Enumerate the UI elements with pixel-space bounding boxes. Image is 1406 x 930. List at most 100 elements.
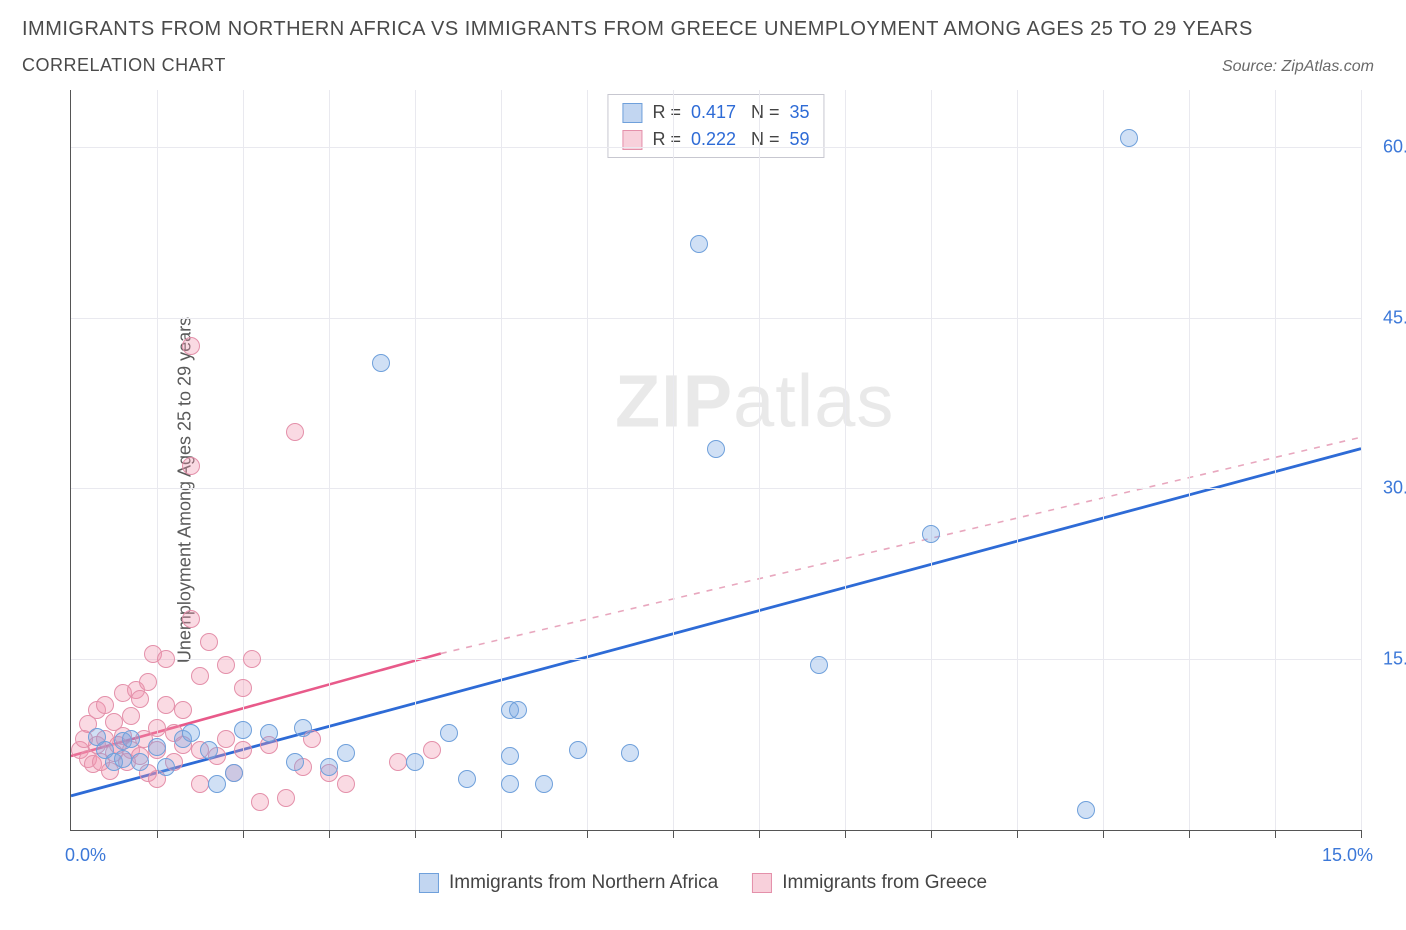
chart-header: IMMIGRANTS FROM NORTHERN AFRICA VS IMMIG…	[0, 0, 1406, 80]
data-point-blue	[458, 770, 476, 788]
watermark-atlas: atlas	[733, 359, 894, 442]
stat-legend: R = 0.417 N = 35 R = 0.222 N = 59	[607, 94, 824, 158]
chart-title: IMMIGRANTS FROM NORTHERN AFRICA VS IMMIG…	[22, 18, 1384, 41]
data-point-blue	[294, 719, 312, 737]
stat-n-label: N =	[746, 99, 780, 126]
stat-n-blue: 35	[790, 99, 810, 126]
legend-label-pink: Immigrants from Greece	[782, 872, 987, 894]
y-tick-label: 60.0%	[1363, 136, 1406, 157]
gridline-v	[1361, 90, 1362, 830]
gridline-v	[1189, 90, 1190, 830]
data-point-pink	[148, 719, 166, 737]
x-tick	[1017, 830, 1018, 838]
x-tick	[329, 830, 330, 838]
data-point-blue	[131, 753, 149, 771]
x-tick	[1361, 830, 1362, 838]
data-point-pink	[217, 730, 235, 748]
series-legend: Immigrants from Northern Africa Immigran…	[419, 872, 987, 894]
data-point-blue	[707, 440, 725, 458]
gridline-h	[71, 318, 1361, 319]
x-tick	[501, 830, 502, 838]
data-point-pink	[337, 775, 355, 793]
data-point-blue	[372, 354, 390, 372]
data-point-blue	[225, 764, 243, 782]
gridline-v	[931, 90, 932, 830]
data-point-blue	[182, 724, 200, 742]
stat-row-pink: R = 0.222 N = 59	[622, 126, 809, 153]
data-point-blue	[260, 724, 278, 742]
data-point-pink	[234, 741, 252, 759]
plot-area: ZIPatlas R = 0.417 N = 35 R = 0.222 N = …	[70, 90, 1361, 831]
data-point-blue	[200, 741, 218, 759]
data-point-blue	[286, 753, 304, 771]
gridline-v	[587, 90, 588, 830]
x-tick	[243, 830, 244, 838]
data-point-blue	[501, 747, 519, 765]
data-point-pink	[286, 423, 304, 441]
data-point-blue	[406, 753, 424, 771]
gridline-v	[243, 90, 244, 830]
data-point-blue	[114, 750, 132, 768]
gridline-h	[71, 488, 1361, 489]
stat-r-label: R =	[652, 126, 681, 153]
data-point-pink	[131, 690, 149, 708]
data-point-pink	[191, 667, 209, 685]
x-tick	[845, 830, 846, 838]
trend-line	[441, 437, 1361, 653]
x-tick	[759, 830, 760, 838]
data-point-blue	[621, 744, 639, 762]
gridline-v	[1275, 90, 1276, 830]
chart-area: Unemployment Among Ages 25 to 29 years Z…	[0, 80, 1406, 900]
data-point-blue	[810, 656, 828, 674]
data-point-pink	[251, 793, 269, 811]
data-point-pink	[122, 707, 140, 725]
gridline-h	[71, 659, 1361, 660]
data-point-pink	[157, 696, 175, 714]
data-point-blue	[569, 741, 587, 759]
y-tick-label: 30.0%	[1363, 478, 1406, 499]
data-point-pink	[139, 673, 157, 691]
trend-lines	[71, 90, 1361, 830]
swatch-pink-icon	[752, 873, 772, 893]
data-point-blue	[501, 775, 519, 793]
data-point-pink	[277, 789, 295, 807]
y-tick-label: 45.0%	[1363, 307, 1406, 328]
stat-r-pink: 0.222	[691, 126, 736, 153]
swatch-blue-icon	[419, 873, 439, 893]
x-tick	[673, 830, 674, 838]
data-point-blue	[157, 758, 175, 776]
x-tick	[1275, 830, 1276, 838]
data-point-blue	[337, 744, 355, 762]
stat-r-label: R =	[652, 99, 681, 126]
chart-source: Source: ZipAtlas.com	[1222, 58, 1374, 76]
gridline-v	[1017, 90, 1018, 830]
x-tick	[415, 830, 416, 838]
data-point-pink	[174, 701, 192, 719]
x-tick	[157, 830, 158, 838]
watermark-zip: ZIP	[615, 359, 733, 442]
data-point-blue	[690, 235, 708, 253]
data-point-pink	[182, 337, 200, 355]
data-point-pink	[157, 650, 175, 668]
gridline-v	[329, 90, 330, 830]
swatch-blue-icon	[622, 103, 642, 123]
x-tick	[587, 830, 588, 838]
data-point-pink	[182, 610, 200, 628]
stat-r-blue: 0.417	[691, 99, 736, 126]
data-point-blue	[208, 775, 226, 793]
data-point-blue	[509, 701, 527, 719]
data-point-blue	[1120, 129, 1138, 147]
x-tick	[931, 830, 932, 838]
x-tick	[1103, 830, 1104, 838]
stat-n-pink: 59	[790, 126, 810, 153]
y-tick-label: 15.0%	[1363, 649, 1406, 670]
data-point-pink	[191, 775, 209, 793]
stat-row-blue: R = 0.417 N = 35	[622, 99, 809, 126]
data-point-blue	[148, 738, 166, 756]
gridline-v	[415, 90, 416, 830]
chart-subtitle: CORRELATION CHART	[22, 55, 226, 76]
source-label: Source:	[1222, 58, 1277, 75]
gridline-v	[759, 90, 760, 830]
data-point-pink	[182, 457, 200, 475]
legend-item-blue: Immigrants from Northern Africa	[419, 872, 718, 894]
